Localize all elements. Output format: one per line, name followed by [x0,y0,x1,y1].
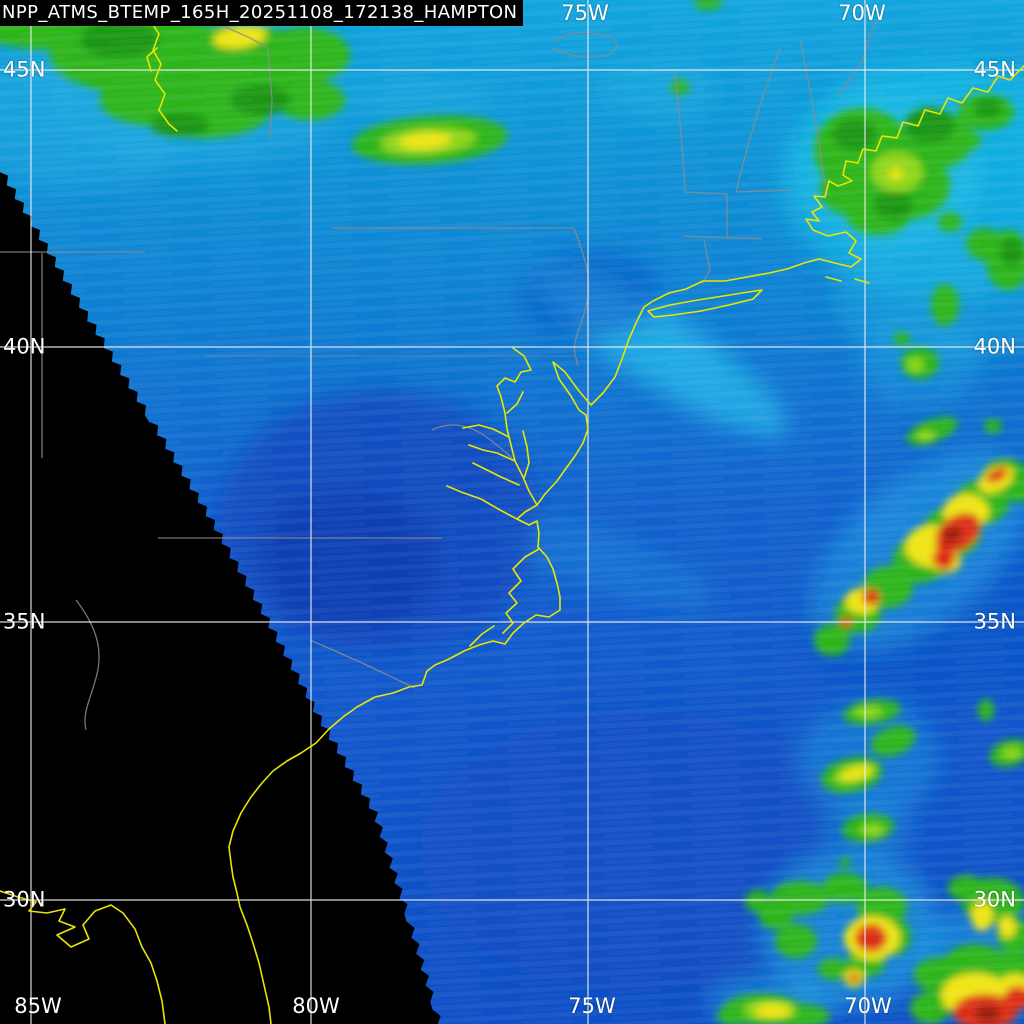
product-title: NPP_ATMS_BTEMP_165H_20251108_172138_HAMP… [0,0,524,26]
state-borders [0,15,881,731]
coastline [0,19,1024,1024]
no-data-wedge [0,162,441,1024]
